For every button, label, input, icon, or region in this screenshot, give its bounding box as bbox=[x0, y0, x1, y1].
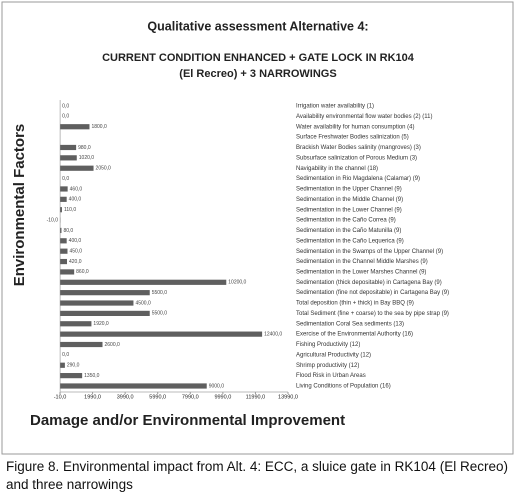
caption: Figure 8. Environmental impact from Alt.… bbox=[6, 459, 508, 492]
x-tick-label: 1990,0 bbox=[84, 394, 101, 400]
category-label: Sedimentation in the Caño Lequerica (9) bbox=[296, 238, 404, 244]
bar bbox=[60, 124, 90, 130]
category-label: Shrimp productivity (12) bbox=[296, 363, 359, 369]
value-label: 0,0 bbox=[62, 114, 69, 120]
bar bbox=[60, 186, 68, 192]
bar bbox=[60, 196, 67, 202]
bar bbox=[60, 321, 92, 327]
category-label: Sedimentation in the Upper Channel (9) bbox=[296, 187, 402, 193]
value-label: 5500,0 bbox=[152, 290, 168, 296]
value-label: 290,0 bbox=[67, 363, 80, 369]
category-label: Surface Freshwater Bodies salinization (… bbox=[296, 135, 409, 141]
bar bbox=[60, 279, 227, 285]
category-label: Living Conditions of Population (16) bbox=[296, 384, 391, 390]
value-label: 0,0 bbox=[62, 352, 69, 358]
value-label: 0,0 bbox=[62, 103, 69, 109]
x-tick-label: 13990,0 bbox=[278, 394, 298, 400]
chart-title: Qualitative assessment Alternative 4: bbox=[147, 19, 368, 33]
category-label: Sedimentation in the Caño Matunilla (9) bbox=[296, 228, 401, 234]
x-tick-label: 9990,0 bbox=[214, 394, 231, 400]
value-label: 400,0 bbox=[69, 238, 82, 244]
category-label: Sedimentation in the Swamps of the Upper… bbox=[296, 249, 443, 255]
x-tick-label: -10,0 bbox=[54, 394, 67, 400]
value-label: 460,0 bbox=[70, 186, 83, 192]
category-label: Availability environmental flow water bo… bbox=[296, 114, 433, 120]
bar bbox=[60, 383, 207, 389]
value-label: 10200,0 bbox=[228, 280, 246, 286]
category-label: Subsurface salinization of Porous Medium… bbox=[296, 155, 417, 161]
value-label: 980,0 bbox=[78, 145, 91, 151]
value-label: 0,0 bbox=[62, 176, 69, 182]
value-label: 4500,0 bbox=[135, 300, 151, 306]
x-tick-label: 11990,0 bbox=[246, 394, 265, 400]
category-label: Sedimentation Coral Sea sediments (13) bbox=[296, 321, 404, 327]
chart-subtitle: (El Recreo) + 3 NARROWINGS bbox=[179, 68, 336, 80]
category-label: Sedimentation in the Lower Channel (9) bbox=[296, 207, 402, 213]
value-label: 450,0 bbox=[69, 249, 82, 255]
x-tick-label: 5990,0 bbox=[149, 394, 166, 400]
value-label: 1920,0 bbox=[93, 321, 109, 327]
value-label: 860,0 bbox=[76, 269, 89, 275]
category-label: Sedimentation in the Channel Middle Mars… bbox=[296, 259, 428, 265]
bar bbox=[60, 258, 68, 265]
bar bbox=[60, 290, 150, 296]
category-label: Irrigation water availability (1) bbox=[296, 104, 374, 110]
bar bbox=[60, 165, 94, 171]
value-label: 1020,0 bbox=[79, 155, 95, 161]
category-label: Sedimentation in the Lower Marshes Chann… bbox=[296, 269, 426, 275]
category-label: Sedimentation (thick depositable) in Car… bbox=[296, 280, 442, 286]
bar bbox=[60, 310, 150, 316]
bar bbox=[60, 341, 103, 348]
value-label: 420,0 bbox=[69, 259, 82, 265]
bar bbox=[60, 331, 263, 337]
bar bbox=[60, 300, 134, 306]
value-label: 12400,0 bbox=[264, 331, 282, 337]
category-label: Water availability for human consumption… bbox=[296, 124, 415, 130]
value-label: 1800,0 bbox=[91, 124, 107, 130]
category-label: Sedimentation (fine not depositable) in … bbox=[296, 290, 449, 296]
category-label: Sedimentation in the Middle Channel (9) bbox=[296, 197, 403, 203]
bar bbox=[60, 362, 65, 368]
category-label: Total deposition (thin + thick) in Bay B… bbox=[296, 301, 414, 307]
value-label: 5500,0 bbox=[152, 311, 168, 317]
value-label: 9000,0 bbox=[209, 383, 225, 389]
category-label: Exercise of the Environmental Authority … bbox=[296, 332, 413, 338]
value-label: 400,0 bbox=[69, 197, 82, 203]
category-label: Flood Risk in Urban Areas bbox=[296, 373, 366, 379]
x-tick-label: 7990,0 bbox=[182, 394, 199, 400]
category-label: Fishing Productivity (12) bbox=[296, 342, 360, 348]
value-label: 2050,0 bbox=[96, 166, 112, 172]
value-label: 2600,0 bbox=[105, 342, 121, 348]
value-label: 80,0 bbox=[63, 228, 73, 234]
x-tick-label: 3990,0 bbox=[117, 394, 134, 400]
category-label: Navigability in the channel (18) bbox=[296, 166, 378, 172]
bar bbox=[60, 269, 75, 275]
bar bbox=[60, 238, 67, 244]
bar bbox=[60, 155, 77, 161]
bar bbox=[60, 207, 62, 213]
bar bbox=[60, 248, 68, 254]
value-label: 110,0 bbox=[64, 207, 76, 213]
category-label: Sedimentation in Rio Magdalena (Calamar)… bbox=[296, 176, 420, 182]
x-axis-label: Damage and/or Environmental Improvement bbox=[30, 412, 345, 429]
bar bbox=[60, 373, 83, 379]
value-label: -10,0 bbox=[47, 217, 59, 223]
chart-subtitle: CURRENT CONDITION ENHANCED + GATE LOCK I… bbox=[102, 52, 415, 64]
bar bbox=[60, 144, 77, 151]
category-label: Sedimentation in the Caño Correa (9) bbox=[296, 218, 396, 224]
bar bbox=[60, 227, 62, 234]
category-label: Total Sediment (fine + coarse) to the se… bbox=[296, 311, 449, 317]
y-axis-label: Environmental Factors bbox=[11, 124, 28, 287]
category-label: Brackish Water Bodies salinity (mangrove… bbox=[296, 145, 421, 151]
value-label: 1350,0 bbox=[84, 373, 100, 379]
frame bbox=[1, 1, 514, 455]
category-label: Agricultural Productivity (12) bbox=[296, 352, 371, 358]
